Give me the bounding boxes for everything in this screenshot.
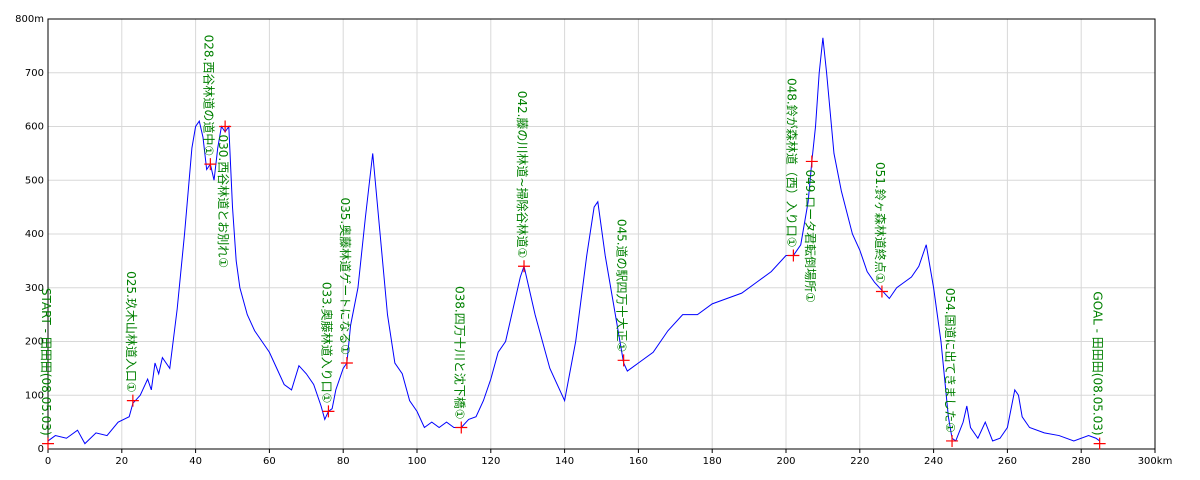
x-tick-label: 60 — [263, 456, 276, 467]
x-tick-label: 280 — [1072, 456, 1091, 467]
waypoint-marker — [204, 158, 217, 171]
x-tick-label: 40 — [189, 456, 202, 467]
waypoint-marker — [126, 394, 139, 407]
waypoint-label: 028.西谷林道の道中① — [201, 35, 216, 156]
waypoint-marker — [42, 437, 54, 450]
x-tick-label: 300km — [1138, 456, 1173, 467]
x-tick-label: 140 — [555, 456, 574, 467]
x-tick-label: 120 — [481, 456, 500, 467]
y-tick-label: 200 — [25, 337, 44, 348]
plot-border — [47, 18, 1156, 450]
waypoint-label: 042.藤の川林道~掃除谷林道① — [515, 91, 530, 259]
waypoint-label: 051.鈴ヶ森林道終点① — [873, 162, 888, 283]
waypoint-label: 035.奥藤林道ゲートになる① — [338, 198, 352, 355]
waypoint-label: START - 田田田(08.05.03) — [39, 288, 53, 436]
y-tick-label: 300 — [25, 283, 44, 294]
x-tick-label: 100 — [407, 456, 426, 467]
waypoint-marker — [518, 260, 531, 273]
x-tick-label: 260 — [998, 456, 1017, 467]
waypoint-marker — [219, 120, 232, 133]
waypoint-label: 030.西谷林道とお別れ① — [216, 135, 230, 268]
waypoint-marker — [946, 434, 959, 447]
waypoint-marker — [1093, 437, 1106, 450]
y-tick-label: 400 — [25, 229, 44, 240]
waypoint-marker — [340, 357, 353, 369]
elevation-line — [47, 37, 1100, 445]
waypoint-marker — [617, 354, 630, 367]
x-tick-label: 200 — [776, 456, 795, 467]
y-tick-label: 100 — [25, 390, 44, 401]
waypoint-marker — [805, 155, 818, 168]
waypoint-label: 033.奥藤林道入り口① — [319, 282, 333, 403]
y-tick-label: 700 — [25, 68, 44, 79]
waypoint-label: 025.玖木山林道入口① — [124, 271, 138, 392]
x-tick-label: 240 — [924, 456, 943, 467]
y-tick-label: 800m — [15, 14, 44, 25]
x-tick-label: 220 — [850, 456, 869, 467]
waypoint-label: 038.四万十川と沈下橋① — [452, 286, 467, 419]
y-tick-label: 600 — [25, 122, 44, 133]
waypoint-marker — [787, 249, 800, 262]
x-tick-label: 80 — [337, 456, 350, 467]
waypoint-label: GOAL - 田田田(08.05.03) — [1091, 291, 1105, 435]
waypoint-label: 049.ロータ君転倒場所① — [803, 169, 817, 302]
waypoint-label: 054.国道に出てきました① — [943, 288, 957, 433]
waypoint-label: 048.鈴が森林道（西）入り口① — [784, 78, 799, 247]
x-tick-label: 20 — [115, 456, 128, 467]
waypoint-marker — [875, 285, 888, 298]
y-tick-label: 0 — [38, 444, 44, 455]
waypoint-marker — [455, 421, 468, 434]
x-tick-label: 180 — [703, 456, 722, 467]
y-tick-label: 500 — [25, 175, 44, 186]
x-tick-label: 160 — [629, 456, 648, 467]
waypoint-marker — [322, 405, 335, 418]
x-tick-label: 0 — [45, 456, 51, 467]
waypoint-label: 045.道の駅四万十大正① — [615, 219, 629, 352]
